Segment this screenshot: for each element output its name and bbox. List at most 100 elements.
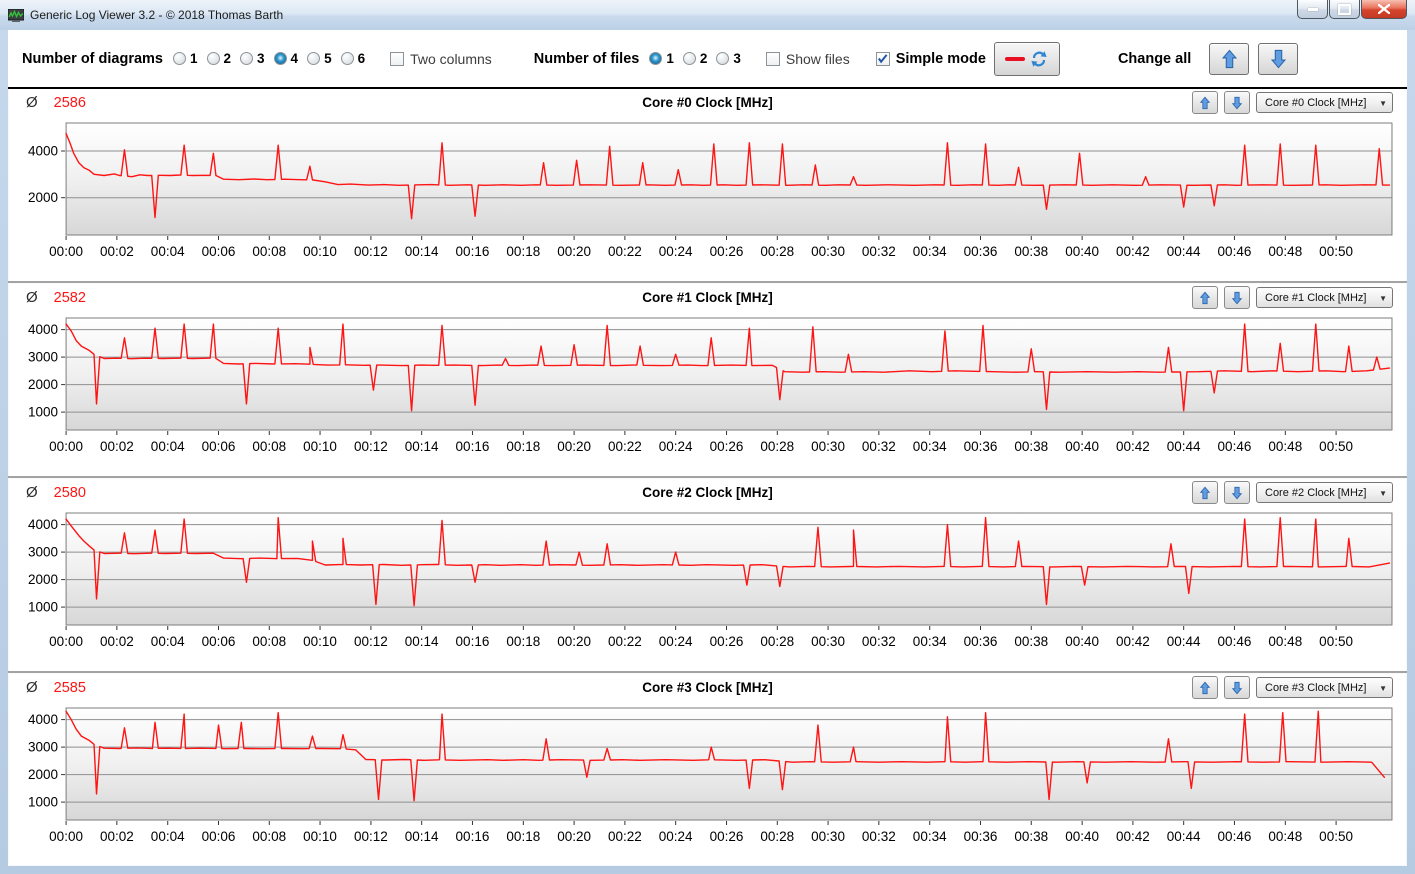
x-tick-label: 00:44 [1167,244,1201,259]
x-tick-label: 00:12 [354,829,388,844]
chevron-down-icon: ▼ [1379,99,1387,108]
down-arrow-icon [1232,486,1242,499]
x-tick-label: 00:12 [354,244,388,259]
radio-option-3[interactable]: 3 [716,51,741,66]
number-of-files-label: Number of files [533,50,640,67]
up-arrow-icon [1200,681,1210,694]
panel-header: Core #3 Clock [MHz] Ø 2585 Core #3 Clock… [8,674,1407,700]
x-tick-label: 00:42 [1116,439,1150,454]
move-diagram-up-button[interactable] [1192,91,1218,114]
radio-label: 3 [733,51,741,66]
move-diagram-up-button[interactable] [1192,481,1218,504]
chart-panel-core2: Core #2 Clock [MHz] Ø 2580 Core #2 Clock… [8,479,1407,671]
x-tick-label: 00:48 [1268,439,1302,454]
radio-option-2[interactable]: 2 [206,51,232,66]
x-tick-label: 00:50 [1319,244,1353,259]
panel-title: Core #3 Clock [MHz] [642,679,773,695]
change-all-down-button[interactable] [1258,42,1299,75]
x-tick-label: 00:48 [1268,244,1302,259]
chevron-down-icon: ▼ [1379,684,1387,693]
x-tick-label: 00:22 [608,829,642,844]
two-columns-checkbox[interactable]: Two columns [390,51,492,67]
panel-title: Core #2 Clock [MHz] [642,484,773,500]
window-title: Generic Log Viewer 3.2 - © 2018 Thomas B… [30,8,284,22]
red-line-sample-icon [1005,56,1026,61]
average-readout: Ø 2580 [26,484,86,501]
change-all-up-button[interactable] [1209,42,1250,75]
x-tick-label: 00:14 [405,634,439,649]
x-tick-label: 00:32 [862,439,896,454]
x-tick-label: 00:08 [252,829,286,844]
metric-dropdown[interactable]: Core #1 Clock [MHz] ▼ [1256,287,1393,308]
metric-dropdown[interactable]: Core #0 Clock [MHz] ▼ [1256,92,1393,113]
metric-dropdown[interactable]: Core #3 Clock [MHz] ▼ [1256,677,1393,698]
metric-dropdown-value: Core #0 Clock [MHz] [1265,96,1367,109]
title-bar[interactable]: Generic Log Viewer 3.2 - © 2018 Thomas B… [0,0,1415,30]
move-diagram-down-button[interactable] [1224,481,1250,504]
x-tick-label: 00:38 [1014,634,1048,649]
app-icon [8,8,24,23]
radio-option-3[interactable]: 3 [240,51,265,66]
x-tick-label: 00:02 [100,439,134,454]
x-tick-label: 00:44 [1167,634,1201,649]
x-tick-label: 00:22 [608,634,642,649]
metric-dropdown[interactable]: Core #2 Clock [MHz] ▼ [1256,482,1393,503]
x-tick-label: 00:04 [151,634,185,649]
down-arrow-icon [1232,291,1242,304]
x-tick-label: 00:26 [710,439,744,454]
radio-option-1[interactable]: 1 [173,51,198,66]
radio-option-6[interactable]: 6 [340,51,366,66]
x-tick-label: 00:46 [1218,439,1252,454]
move-diagram-up-button[interactable] [1192,286,1218,309]
chevron-down-icon: ▼ [1379,294,1387,303]
panel-controls: Core #2 Clock [MHz] ▼ [1192,481,1393,504]
average-readout: Ø 2586 [26,94,86,111]
radio-option-5[interactable]: 5 [307,51,332,66]
chevron-down-icon: ▼ [1379,489,1387,498]
x-tick-label: 00:34 [913,829,947,844]
panel-title: Core #0 Clock [MHz] [642,94,773,110]
show-files-checkbox[interactable]: Show files [765,51,850,67]
y-tick-label: 1000 [28,795,58,810]
maximize-button[interactable] [1329,0,1360,19]
x-tick-label: 00:00 [49,244,83,259]
x-tick-label: 00:16 [456,439,490,454]
average-value: 2585 [53,679,86,696]
move-diagram-down-button[interactable] [1224,91,1250,114]
x-tick-label: 00:00 [49,634,83,649]
up-arrow-icon [1200,96,1210,109]
radio-option-4[interactable]: 4 [273,51,298,66]
up-arrow-icon [1221,49,1237,68]
average-symbol: Ø [26,93,38,111]
x-tick-label: 00:08 [252,634,286,649]
x-tick-label: 00:30 [811,634,845,649]
x-tick-label: 00:04 [151,829,185,844]
maximize-icon [1338,3,1351,15]
x-tick-label: 00:36 [964,439,998,454]
toolbar-separator [8,87,1407,89]
move-diagram-down-button[interactable] [1224,286,1250,309]
x-tick-label: 00:12 [354,439,388,454]
simple-mode-checkbox[interactable]: Simple mode [875,51,986,67]
x-tick-label: 00:42 [1116,244,1150,259]
down-arrow-icon [1232,96,1242,109]
radio-option-1[interactable]: 1 [649,51,674,66]
x-tick-label: 00:26 [710,244,744,259]
x-tick-label: 00:20 [557,829,591,844]
x-tick-label: 00:42 [1116,829,1150,844]
x-tick-label: 00:26 [710,634,744,649]
radio-label: 2 [223,51,232,66]
minimize-button[interactable] [1297,0,1328,19]
radio-label: 3 [257,51,265,66]
close-button[interactable] [1361,0,1407,19]
radio-option-2[interactable]: 2 [682,51,707,66]
move-diagram-down-button[interactable] [1224,676,1250,699]
x-tick-label: 00:08 [252,439,286,454]
move-diagram-up-button[interactable] [1192,676,1218,699]
clock-chart: 1000 2000 3000 4000 00:00 00:02 00:04 00:06 00:0… [28,512,1393,649]
line-style-refresh-button[interactable] [993,41,1060,76]
average-symbol: Ø [26,678,38,696]
y-tick-label: 4000 [28,144,58,159]
radio-label: 6 [357,51,366,66]
